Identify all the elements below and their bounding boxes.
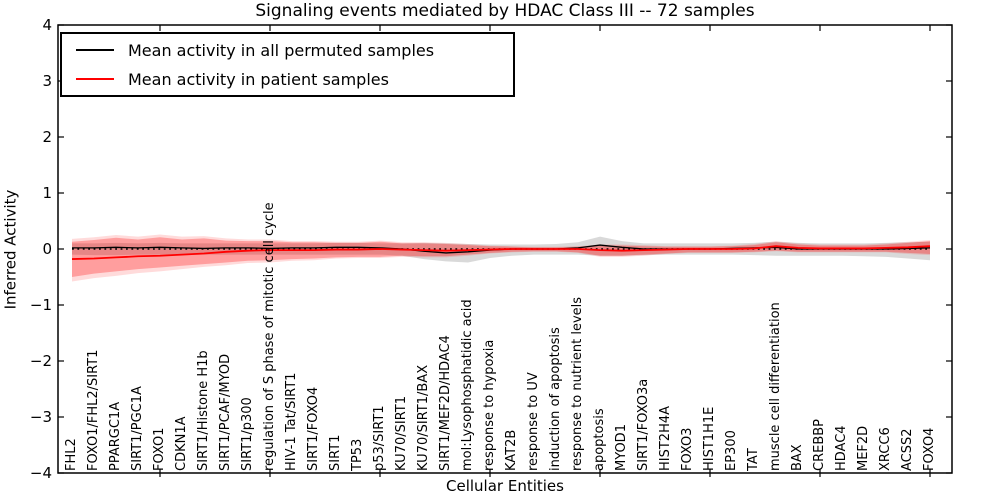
x-category-label: FOXO1/FHL2/SIRT1 [86,349,101,471]
x-category-label: FOXO1 [152,427,167,471]
legend-label-patient: Mean activity in patient samples [128,69,389,89]
y-tick-label: 0 [42,240,52,258]
x-category-label: SIRT1/p300 [240,397,255,471]
x-category-label: SIRT1/FOXO4 [306,386,321,471]
x-category-label: regulation of S phase of mitotic cell cy… [262,202,277,471]
x-category-label: apoptosis [592,408,607,471]
x-category-label: SIRT1/PGC1A [130,386,145,471]
x-category-label: MEF2D [856,425,871,471]
y-tick-label: 2 [42,128,52,146]
x-category-label: BAX [790,444,805,471]
x-category-label: induction of apoptosis [548,327,563,471]
legend-line-patient-icon [76,78,114,80]
x-category-label: CREBBP [812,419,827,471]
x-category-label: MYOD1 [614,424,629,471]
y-tick-label: −2 [29,352,52,370]
legend-line-permuted-icon [76,49,114,51]
x-category-label: FHL2 [64,438,79,471]
x-category-label: SIRT1 [328,434,343,471]
y-axis-title: Inferred Activity [1,189,20,310]
patient-mean-line [71,245,931,260]
x-category-label: FOXO3 [680,427,695,471]
y-tick-label: 4 [42,16,52,34]
patient-confidence-band-outer [72,234,930,282]
x-category-label: HIST2H4A [658,405,673,471]
x-category-label: KU70/SIRT1/BAX [416,364,431,471]
x-category-label: KU70/SIRT1 [394,396,409,471]
x-category-label: HIST1H1E [702,406,717,471]
x-axis-title: Cellular Entities [446,477,564,495]
x-category-label: EP300 [724,430,739,471]
x-category-label: SIRT1/FOXO3a [636,378,651,471]
x-category-label: p53/SIRT1 [372,405,387,471]
legend-entry-patient: Mean activity in patient samples [76,70,499,89]
x-category-label: SIRT1/Histone H1b [196,350,211,471]
y-tick-label: 1 [42,184,52,202]
legend-label-permuted: Mean activity in all permuted samples [128,40,435,60]
y-tick-label: −3 [29,408,52,426]
y-tick-label: −1 [29,296,52,314]
x-category-label: response to nutrient levels [570,296,585,471]
x-category-label: HIV-1 Tat/SIRT1 [284,372,299,471]
x-category-label: HDAC4 [834,425,849,471]
chart-title: Signaling events mediated by HDAC Class … [255,1,755,21]
x-category-label: ACSS2 [900,428,915,471]
x-category-label: TAT [746,448,761,471]
x-category-label: response to hypoxia [482,339,497,471]
x-category-label: CDKN1A [174,416,189,471]
x-category-label: PPARGC1A [108,401,123,471]
y-tick-label: 3 [42,72,52,90]
x-category-label: SIRT1/PCAF/MYOD [218,353,233,471]
x-category-label: muscle cell differentiation [768,302,783,471]
legend: Mean activity in all permuted samples Me… [60,32,515,97]
x-category-label: response to UV [526,372,541,471]
x-category-label: XRCC6 [878,427,893,471]
x-category-label: FOXO4 [922,427,937,471]
x-category-label: KAT2B [504,429,519,471]
x-category-label: mol:Lysophosphatidic acid [460,299,475,471]
legend-entry-permuted: Mean activity in all permuted samples [76,41,499,60]
x-category-label: TP53 [350,438,365,471]
y-tick-label: −4 [29,464,52,482]
patient-confidence-band [72,237,930,277]
x-category-label: SIRT1/MEF2D/HDAC4 [438,335,453,471]
